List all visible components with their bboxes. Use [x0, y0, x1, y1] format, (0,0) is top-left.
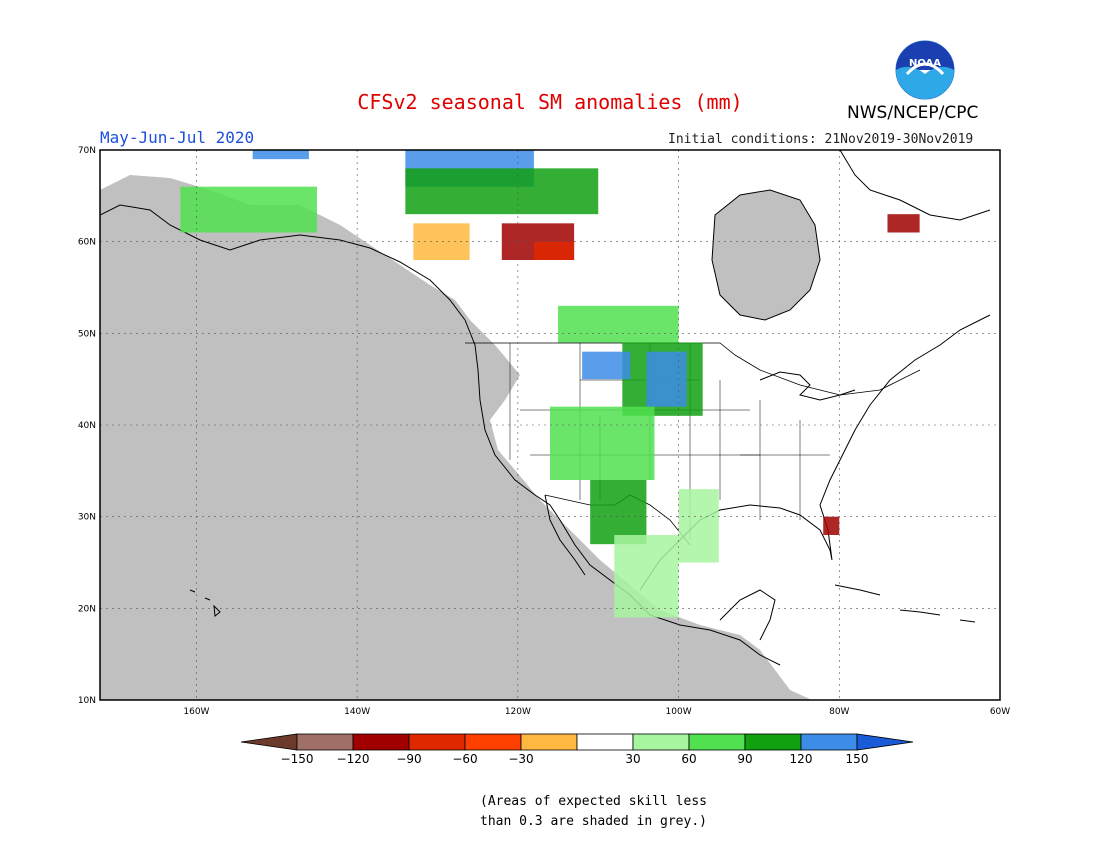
colorbar-low-arrow — [240, 733, 298, 751]
lat-tick-label: 20N — [78, 604, 96, 614]
map-title: CFSv2 seasonal SM anomalies (mm) — [357, 90, 743, 114]
colorbar-box — [296, 733, 354, 751]
logo-text: NOAA — [909, 58, 941, 69]
great-lakes — [759, 371, 856, 401]
colorbar-box — [520, 733, 578, 751]
lat-tick-label: 40N — [78, 421, 96, 431]
colorbar-high-arrow — [856, 733, 914, 751]
lon-tick-label: 140W — [344, 707, 370, 717]
region-dakotas-very-wet — [646, 351, 687, 407]
noaa-logo-icon: NOAA — [895, 40, 955, 100]
colorbar-label: 120 — [790, 752, 813, 766]
colorbar-label: 60 — [681, 752, 696, 766]
region-florida-dry — [823, 516, 840, 535]
hudson-bay — [711, 189, 821, 321]
alaska-outline — [100, 204, 466, 321]
colorbar-box — [744, 733, 802, 751]
lon-tick-label: 120W — [505, 707, 531, 717]
greenland-coast — [839, 150, 991, 221]
map-content — [100, 150, 1000, 700]
caribbean-islands — [834, 584, 976, 623]
skill-note-line1: (Areas of expected skill less — [480, 794, 707, 809]
yucatan — [719, 589, 776, 641]
colorbar-box — [408, 733, 466, 751]
colorbar-box — [800, 733, 858, 751]
agency-label: NWS/NCEP/CPC — [847, 103, 979, 123]
colorbar-label: −30 — [508, 752, 533, 766]
colorbar-box — [352, 733, 410, 751]
initial-conditions: Initial conditions: 21Nov2019-30Nov2019 — [668, 132, 974, 147]
colorbar-label: −90 — [396, 752, 421, 766]
region-mexico-moist — [614, 535, 679, 618]
colorbar-label: 150 — [846, 752, 869, 766]
graticule — [100, 150, 1000, 700]
lat-tick-label: 60N — [78, 238, 96, 248]
region-canada-prairie-moist — [558, 305, 679, 343]
region-arctic-moist — [405, 168, 599, 215]
lat-tick-label: 30N — [78, 513, 96, 523]
skill-note-line2: than 0.3 are shaded in grey.) — [480, 814, 707, 829]
us-canada-border — [465, 342, 921, 396]
lat-tick-label: 10N — [78, 696, 96, 706]
colorbar-box — [688, 733, 746, 751]
colorbar-label: −120 — [337, 752, 370, 766]
anomaly-regions — [180, 150, 920, 618]
us-west-coast — [464, 319, 781, 666]
colorbar-box — [576, 733, 634, 751]
region-montana-wet — [582, 351, 631, 380]
map-frame — [99, 149, 1001, 701]
lon-tick-label: 80W — [829, 707, 849, 717]
colorbar-label: −60 — [452, 752, 477, 766]
skill-note: (Areas of expected skill less than 0.3 a… — [480, 792, 707, 832]
forecast-period: May-Jun-Jul 2020 — [100, 128, 255, 147]
lat-tick-label: 70N — [78, 146, 96, 156]
lon-tick-label: 160W — [183, 707, 209, 717]
colorbar-label: −150 — [281, 752, 314, 766]
region-alaska-north-wet — [252, 150, 309, 160]
region-alaska-moist — [180, 186, 317, 233]
colorbar-label: 90 — [737, 752, 752, 766]
region-rockies-moist — [550, 406, 655, 480]
colorbar-box — [464, 733, 522, 751]
region-southwest-moist — [590, 480, 647, 545]
lon-tick-label: 100W — [666, 707, 692, 717]
colorbar-box — [632, 733, 690, 751]
axis-ticks: 70N 60N 50N 40N 30N 20N 10N 160W 140W 120W 100W 80W… — [78, 146, 1010, 717]
region-quebec-dry — [887, 214, 920, 233]
colorbar: −150 −120 −90 −60 −30 30 60 90 120 150 — [240, 733, 914, 766]
lat-tick-label: 50N — [78, 329, 96, 339]
baja-california — [544, 494, 586, 576]
region-southern-plains-moist — [678, 489, 719, 563]
region-alberta-dry — [533, 241, 575, 260]
map-plot-area: 70N 60N 50N 40N 30N 20N 10N 160W 140W 120W 100W 80W… — [78, 146, 1010, 717]
hawaii — [189, 589, 221, 617]
colorbar-label: 30 — [625, 752, 640, 766]
lon-tick-label: 60W — [990, 707, 1010, 717]
